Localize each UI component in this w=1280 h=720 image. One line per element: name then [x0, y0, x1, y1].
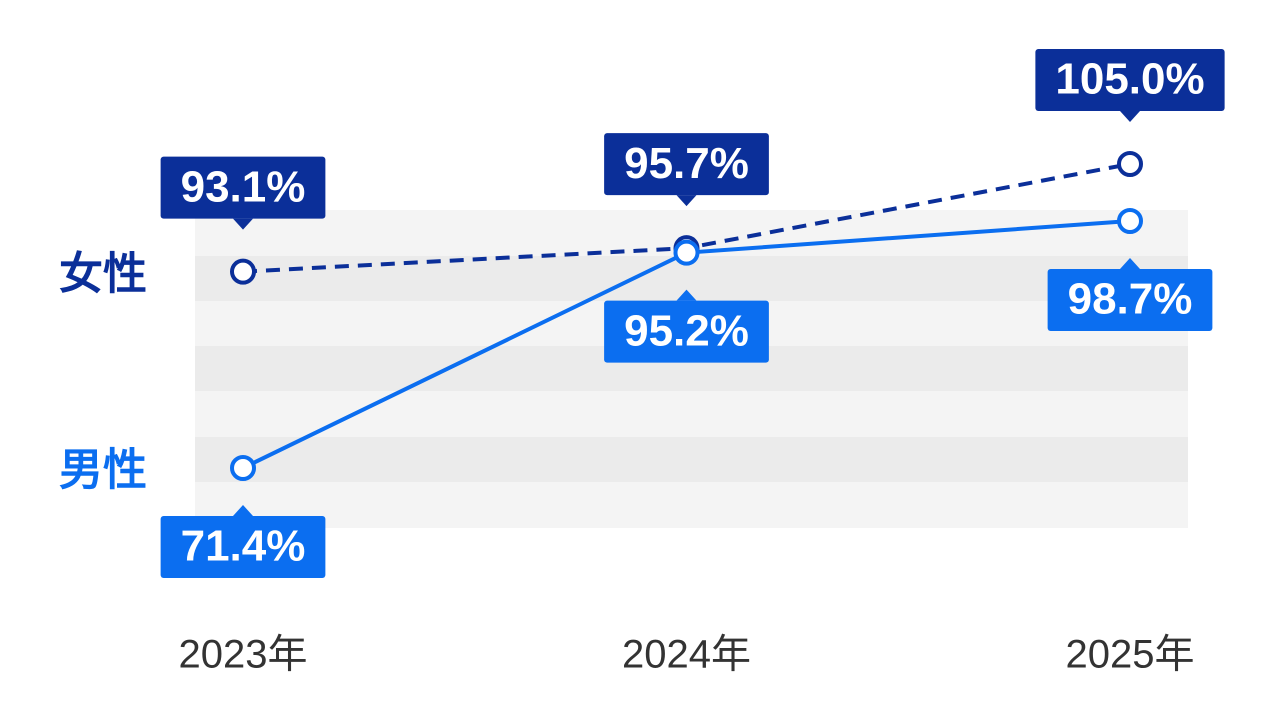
- callout-pointer: [1120, 258, 1140, 269]
- callout-pointer: [1120, 111, 1140, 122]
- data-point: [1117, 151, 1143, 177]
- x-tick-label: 2024年: [622, 633, 751, 677]
- value-callout: 95.7%: [604, 133, 769, 207]
- callout-pointer: [676, 195, 697, 207]
- callout-box: [160, 156, 326, 219]
- data-point: [673, 239, 700, 266]
- x-tick-label: 2025年: [1066, 633, 1195, 677]
- callout-pointer: [233, 505, 253, 516]
- callout-box: [604, 300, 769, 363]
- value-label: 93.1%: [181, 162, 306, 211]
- callout-box: [160, 516, 326, 578]
- data-point: [230, 455, 256, 481]
- data-point: [230, 258, 256, 285]
- series-label: 男性: [59, 446, 147, 495]
- value-label: 105.0%: [1055, 55, 1204, 104]
- series-label: 女性: [59, 249, 147, 298]
- callout-box: [1035, 49, 1225, 111]
- value-label: 71.4%: [181, 522, 306, 571]
- callout-pointer: [233, 218, 253, 230]
- value-callout: 105.0%: [1035, 49, 1225, 122]
- value-label: 95.2%: [624, 306, 749, 355]
- value-callout: 98.7%: [1047, 258, 1213, 331]
- value-label: 98.7%: [1068, 275, 1193, 324]
- callout-box: [604, 133, 769, 196]
- value-callout: 93.1%: [160, 156, 326, 230]
- x-tick-label: 2023年: [179, 633, 308, 677]
- value-label: 95.7%: [624, 139, 749, 188]
- callout-box: [1047, 269, 1213, 331]
- value-callout: 71.4%: [160, 505, 326, 578]
- callout-pointer: [676, 289, 697, 301]
- data-point: [1117, 208, 1143, 234]
- value-callout: 95.2%: [604, 289, 769, 363]
